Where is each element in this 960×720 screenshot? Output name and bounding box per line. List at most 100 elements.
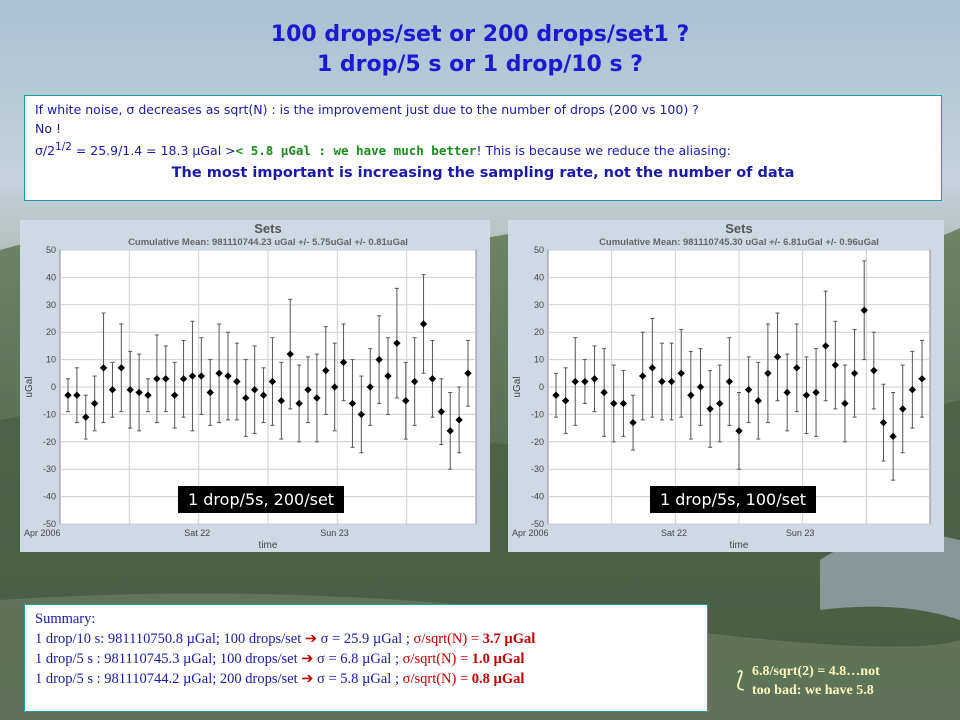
data-point [179, 339, 188, 418]
data-point [268, 337, 277, 426]
x-tick-label: Sat 22 [184, 528, 210, 538]
info-line3-b: = 25.9/1.4 = 18.3 µGal > [71, 143, 236, 159]
data-point [428, 339, 437, 418]
y-tick-label: -50 [43, 519, 56, 529]
y-tick-label: -20 [531, 437, 544, 447]
point-marker [754, 397, 762, 405]
point-marker [860, 306, 868, 314]
slide-title-line2: 1 drop/5 s or 1 drop/10 s ? [316, 52, 644, 77]
point-marker [322, 366, 330, 375]
data-point [860, 260, 868, 361]
chart-title: Sets [725, 221, 752, 236]
chart-subtitle: Cumulative Mean: 981110745.30 uGal +/- 6… [599, 237, 879, 248]
y-tick-label: 50 [46, 245, 56, 255]
data-point [313, 353, 321, 443]
y-tick-label: -50 [531, 519, 544, 529]
summary-row-desc: 1 drop/5 s : 981110745.3 µGal; 100 drops… [35, 651, 302, 667]
point-marker [357, 410, 366, 419]
chart-subtitle: Cumulative Mean: 981110744.23 uGal +/- 5… [128, 237, 408, 248]
data-point [162, 345, 170, 413]
point-marker [687, 391, 695, 399]
x-axis-label: time [730, 540, 749, 551]
summary-row-formula: σ/sqrt(N) = [402, 651, 472, 667]
x-tick-label: Sun 23 [320, 528, 349, 538]
y-tick-label: -40 [531, 492, 544, 502]
brace-icon: ⟅ [736, 668, 745, 693]
info-line3: σ/21/2 = 25.9/1.4 = 18.3 µGal >< 5.8 µGa… [35, 138, 931, 160]
point-marker [773, 353, 782, 361]
data-point [889, 391, 897, 481]
summary-row: 1 drop/10 s: 981110750.8 µGal; 100 drops… [35, 629, 697, 649]
y-tick-label: 30 [534, 300, 544, 310]
y-tick-label: 20 [46, 327, 56, 337]
point-marker [725, 377, 734, 386]
data-point [339, 323, 348, 402]
data-point [908, 350, 917, 429]
data-point [144, 378, 152, 413]
point-marker [850, 369, 859, 377]
badge-left: 1 drop/5s, 200/set [178, 486, 345, 513]
side-note: 6.8/sqrt(2) = 4.8…not too bad: we have 5… [752, 662, 880, 700]
summary-row-result: 3.7 µGal [482, 631, 536, 647]
data-point [295, 364, 303, 443]
data-point [357, 375, 366, 454]
y-tick-label: -30 [43, 464, 56, 474]
y-tick-label: 50 [534, 245, 544, 255]
x-tick-label: Apr 2006 [24, 528, 61, 538]
point-marker [153, 375, 161, 383]
point-marker [464, 369, 472, 377]
y-tick-label: 20 [534, 327, 544, 337]
point-marker [90, 399, 99, 408]
point-marker [179, 375, 188, 383]
info-box: If white noise, σ decreases as sqrt(N) :… [24, 95, 942, 201]
point-marker [197, 372, 206, 380]
summary-row-sigma: σ = 5.8 µGal ; [313, 671, 403, 687]
data-point [64, 378, 72, 413]
y-tick-label: 0 [51, 382, 56, 392]
point-marker [64, 391, 72, 399]
data-point [286, 298, 294, 410]
arrow-icon: ➔ [301, 671, 314, 687]
y-tick-label: -10 [531, 409, 544, 419]
point-marker [73, 391, 81, 399]
data-point [446, 391, 454, 470]
data-point [870, 331, 878, 410]
point-marker [348, 399, 357, 408]
info-line3-c: ! This is because we reduce the aliasing… [476, 143, 731, 159]
point-marker [879, 418, 888, 427]
summary-row-sigma: σ = 25.9 µGal ; [317, 631, 414, 647]
data-point [850, 328, 859, 418]
data-point [375, 315, 383, 404]
y-tick-label: -10 [43, 409, 56, 419]
summary-heading: Summary: [35, 611, 96, 627]
x-tick-label: Sat 22 [661, 528, 687, 538]
info-line3-sup: 1/2 [55, 141, 72, 153]
data-point [348, 359, 357, 448]
point-marker [619, 399, 628, 408]
summary-row-desc: 1 drop/5 s : 981110744.2 µGal; 200 drops… [35, 671, 302, 687]
point-marker [870, 366, 878, 375]
data-point [304, 356, 312, 424]
data-point [455, 386, 463, 454]
data-point [215, 323, 223, 424]
data-point [73, 367, 81, 424]
side-note-line1: 6.8/sqrt(2) = 4.8…not [752, 664, 880, 679]
x-axis-label: time [259, 540, 278, 551]
point-marker [571, 377, 579, 386]
data-point [464, 339, 472, 407]
info-line1: If white noise, σ decreases as sqrt(N) :… [35, 102, 699, 117]
x-tick-label: Apr 2006 [512, 528, 549, 538]
point-marker [99, 364, 108, 372]
side-note-line2: too bad: we have 5.8 [752, 683, 874, 698]
point-marker [366, 383, 374, 391]
point-marker [250, 386, 259, 394]
point-marker [313, 394, 321, 402]
data-point [437, 378, 446, 446]
data-point [667, 342, 676, 421]
point-marker [455, 416, 463, 424]
info-line3-green: < 5.8 µGal : we have much better [235, 143, 477, 159]
summary-row-result: 0.8 µGal [471, 671, 525, 687]
point-marker [667, 377, 676, 386]
